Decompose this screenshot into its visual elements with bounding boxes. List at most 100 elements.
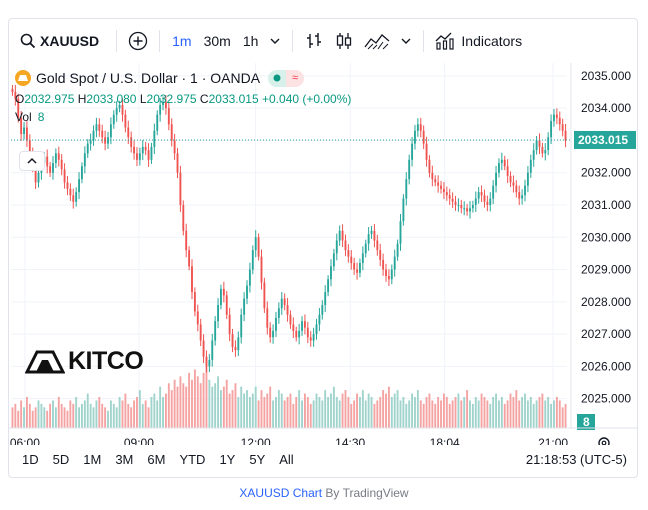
candle-body: [448, 195, 451, 199]
range-5d[interactable]: 5D: [52, 451, 70, 467]
symbol-search[interactable]: XAUUSD: [15, 26, 104, 56]
range-ytd[interactable]: YTD: [179, 451, 206, 467]
range-3m[interactable]: 3M: [115, 451, 134, 467]
kitco-logo-icon: [25, 350, 65, 374]
volume-bar: [141, 403, 144, 428]
timezone-clock[interactable]: 21:18:53 (UTC-5): [525, 451, 627, 467]
volume-bar: [211, 386, 214, 428]
chart-type-chevron-icon[interactable]: [395, 26, 417, 56]
tradingview-link[interactable]: TradingView: [342, 486, 409, 500]
volume-bar: [387, 386, 390, 428]
volume-bar: [350, 403, 353, 428]
candle-body: [483, 195, 486, 202]
timeframe-dropdown-chevron-icon[interactable]: [264, 26, 286, 56]
candle-body: [428, 159, 431, 173]
range-all[interactable]: All: [279, 451, 294, 467]
range-5y[interactable]: 5Y: [249, 451, 266, 467]
volume-bar: [283, 400, 286, 428]
volume-label: Vol: [15, 110, 32, 124]
volume-bar: [538, 397, 541, 428]
volume-bar: [66, 410, 69, 428]
candle-body: [477, 192, 480, 199]
volume-bar: [541, 393, 544, 428]
candle-body: [104, 137, 107, 144]
chart-link[interactable]: XAUUSD Chart: [239, 486, 323, 500]
candle-body: [211, 340, 214, 360]
candle-body: [561, 124, 564, 131]
volume-bar: [37, 400, 40, 428]
volume-bar: [144, 400, 147, 428]
indicators-button[interactable]: Indicators: [430, 26, 527, 56]
candle-body: [506, 166, 509, 176]
volume-bar: [185, 386, 188, 428]
volume-bar: [454, 397, 457, 428]
candle-body: [454, 201, 457, 205]
time-tick-label: 21:00: [538, 436, 568, 445]
volume-bar: [46, 410, 49, 428]
candle-body: [25, 127, 28, 141]
gold-symbol-logo-icon: [15, 70, 31, 86]
candle-body: [480, 192, 483, 196]
volume-bar: [112, 403, 115, 428]
candle-body: [228, 314, 231, 335]
candle-body: [312, 334, 315, 341]
volume-bar: [228, 393, 231, 428]
bar-style-icon[interactable]: [299, 26, 329, 56]
volume-bar: [159, 386, 162, 428]
volume-bar: [162, 397, 164, 428]
candle-body: [335, 240, 338, 254]
volume-bar: [445, 397, 448, 428]
timeframe-1m[interactable]: 1m: [172, 33, 192, 49]
range-1y[interactable]: 1Y: [219, 451, 236, 467]
volume-bar: [280, 393, 283, 428]
indicators-label: Indicators: [461, 33, 523, 49]
range-6m[interactable]: 6M: [147, 451, 166, 467]
candle-body: [408, 159, 411, 180]
candle-body: [298, 330, 301, 338]
gear-icon[interactable]: [598, 437, 610, 445]
volume-bar: [376, 400, 379, 428]
time-tick-label: 18:04: [430, 436, 460, 445]
candle-body: [231, 334, 234, 347]
price-chart[interactable]: 2035.0002034.0002033.0002032.0002031.000…: [9, 63, 637, 445]
volume-bar: [335, 397, 338, 428]
candle-body: [390, 269, 393, 280]
volume-bar: [382, 390, 385, 428]
volume-bars: [11, 366, 567, 428]
volume-bar: [14, 403, 17, 428]
candle-body: [332, 253, 335, 267]
market-status-badge[interactable]: ≈: [268, 69, 305, 87]
candle-body: [434, 179, 437, 183]
price-axis[interactable]: 2035.0002034.0002033.0002032.0002031.000…: [570, 63, 636, 430]
candle-body: [156, 114, 159, 131]
candles-icon[interactable]: [329, 26, 359, 56]
last-volume-badge: [577, 414, 595, 430]
candle-body: [173, 140, 176, 154]
timeframe-1h[interactable]: 1h: [242, 33, 259, 49]
volume-legend: Vol 8: [15, 110, 351, 124]
price-tick-label: 2032.000: [581, 166, 631, 180]
toolbar-divider: [159, 30, 161, 52]
timeframe-30m[interactable]: 30m: [203, 33, 231, 49]
volume-bar: [92, 407, 95, 428]
volume-bar: [34, 407, 37, 428]
range-1d[interactable]: 1D: [22, 451, 39, 467]
time-axis[interactable]: 06:00 09:00 12:00 14:30 18:04 21:00: [9, 427, 637, 445]
volume-bar: [220, 390, 222, 428]
range-1m[interactable]: 1M: [83, 451, 102, 467]
collapse-legend-button[interactable]: [19, 151, 45, 171]
volume-bar: [564, 403, 567, 428]
volume-bar: [524, 393, 526, 428]
volume-bar: [234, 383, 237, 428]
candle-body: [109, 124, 112, 138]
volume-bar: [483, 397, 486, 428]
candle-body: [289, 314, 292, 325]
candle-body: [83, 153, 86, 167]
price-tick-label: 2026.000: [581, 359, 631, 373]
volume-bar: [269, 386, 272, 428]
compare-button[interactable]: [123, 26, 153, 56]
area-chart-icon[interactable]: [359, 26, 395, 56]
time-tick-label: 14:30: [335, 436, 365, 445]
volume-bar: [390, 397, 393, 428]
price-tick-label: 2031.000: [581, 198, 631, 212]
